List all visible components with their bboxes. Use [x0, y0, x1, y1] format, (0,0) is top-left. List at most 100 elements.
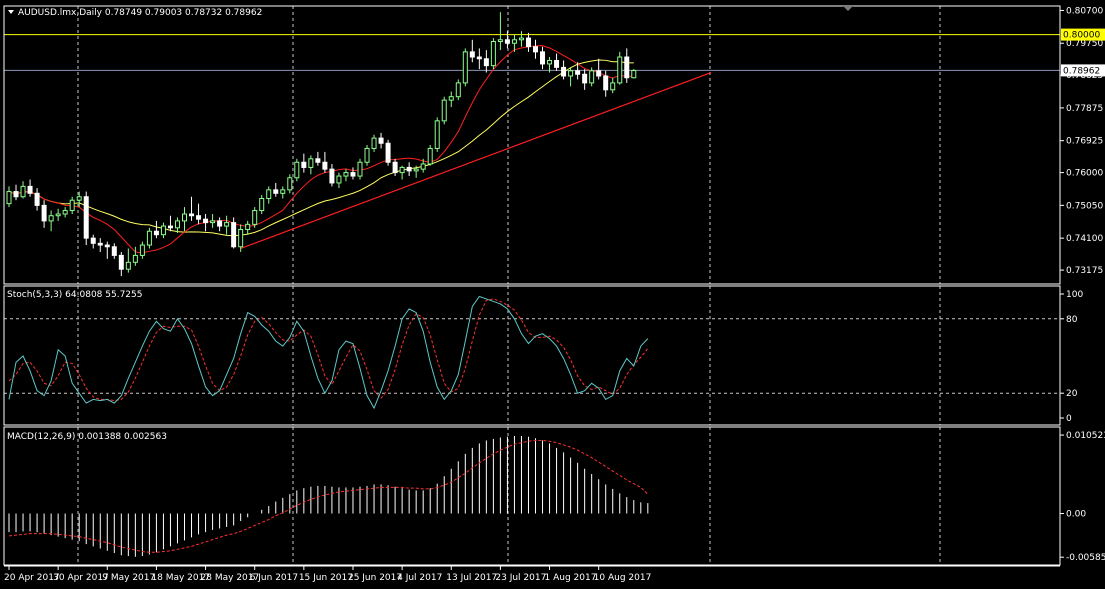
- candle[interactable]: [343, 169, 349, 182]
- candle[interactable]: [378, 132, 384, 149]
- candle[interactable]: [294, 158, 300, 182]
- candle[interactable]: [504, 31, 510, 49]
- dropdown-triangle-icon[interactable]: [8, 10, 14, 14]
- candle[interactable]: [20, 181, 26, 199]
- trend-line[interactable]: [240, 71, 712, 250]
- candle[interactable]: [252, 207, 258, 228]
- candle[interactable]: [603, 70, 609, 97]
- candle[interactable]: [364, 145, 370, 166]
- candle[interactable]: [518, 31, 524, 47]
- candle[interactable]: [301, 153, 307, 173]
- candle[interactable]: [371, 134, 377, 152]
- candle[interactable]: [511, 34, 517, 52]
- candle[interactable]: [427, 145, 433, 166]
- candle[interactable]: [146, 227, 152, 249]
- candle[interactable]: [118, 251, 124, 277]
- macd-panel-title: MACD(12,26,9) 0.001388 0.002563: [7, 432, 167, 442]
- candle[interactable]: [160, 222, 166, 239]
- candle[interactable]: [13, 184, 19, 201]
- candle[interactable]: [385, 139, 391, 166]
- candle[interactable]: [469, 39, 475, 63]
- candle[interactable]: [561, 60, 567, 80]
- candle[interactable]: [259, 195, 265, 214]
- candle[interactable]: [182, 207, 187, 232]
- candle[interactable]: [413, 165, 419, 178]
- candle[interactable]: [217, 217, 223, 232]
- candle[interactable]: [434, 117, 440, 152]
- candle[interactable]: [624, 48, 630, 83]
- candle[interactable]: [350, 167, 356, 180]
- candle[interactable]: [189, 196, 195, 221]
- candle[interactable]: [69, 196, 75, 214]
- candle[interactable]: [273, 182, 279, 197]
- candle[interactable]: [238, 224, 244, 252]
- candle[interactable]: [48, 210, 54, 232]
- candle[interactable]: [589, 67, 595, 87]
- candle[interactable]: [322, 151, 328, 173]
- candle[interactable]: [476, 48, 482, 70]
- candle[interactable]: [111, 243, 117, 259]
- candle[interactable]: [104, 241, 110, 259]
- candle[interactable]: [631, 69, 637, 79]
- candle[interactable]: [90, 234, 96, 249]
- stochastic-panel[interactable]: [8, 295, 649, 410]
- candle[interactable]: [490, 38, 496, 70]
- candle[interactable]: [132, 246, 138, 266]
- candle-body: [455, 82, 461, 98]
- candle[interactable]: [280, 186, 286, 199]
- candle[interactable]: [533, 39, 538, 59]
- candle[interactable]: [83, 191, 89, 246]
- candle[interactable]: [575, 62, 581, 80]
- macd-panel[interactable]: [8, 435, 649, 557]
- candle[interactable]: [596, 58, 602, 80]
- candle[interactable]: [139, 241, 145, 259]
- candle[interactable]: [174, 217, 180, 233]
- macd-axis-tick-label: 0.00: [1066, 510, 1086, 520]
- candle[interactable]: [547, 57, 553, 73]
- candle[interactable]: [392, 158, 398, 177]
- price-panel[interactable]: [4, 12, 1060, 277]
- candle[interactable]: [125, 248, 131, 273]
- candle[interactable]: [399, 165, 405, 180]
- candle[interactable]: [34, 188, 40, 211]
- candle[interactable]: [27, 179, 33, 197]
- candle[interactable]: [287, 174, 293, 194]
- candle[interactable]: [455, 79, 461, 101]
- candle[interactable]: [406, 162, 412, 177]
- candle[interactable]: [203, 214, 209, 232]
- candle[interactable]: [167, 215, 173, 232]
- candle[interactable]: [153, 220, 159, 239]
- candle[interactable]: [196, 203, 202, 225]
- candle[interactable]: [462, 48, 468, 87]
- shift-marker-icon[interactable]: [843, 6, 853, 11]
- candle[interactable]: [568, 67, 574, 87]
- candle[interactable]: [210, 214, 216, 228]
- candle[interactable]: [231, 217, 237, 249]
- candle[interactable]: [448, 91, 454, 108]
- candle[interactable]: [224, 215, 230, 235]
- candle[interactable]: [308, 155, 314, 175]
- candle[interactable]: [41, 200, 47, 228]
- candle[interactable]: [525, 32, 531, 52]
- candle[interactable]: [582, 69, 588, 90]
- candle[interactable]: [497, 12, 503, 51]
- candle[interactable]: [97, 238, 103, 252]
- candle[interactable]: [540, 46, 546, 70]
- candle[interactable]: [441, 96, 447, 125]
- candle[interactable]: [554, 53, 560, 71]
- candle[interactable]: [62, 207, 68, 218]
- candle[interactable]: [357, 158, 363, 180]
- candle[interactable]: [6, 186, 12, 208]
- candle[interactable]: [483, 50, 489, 73]
- candle[interactable]: [55, 208, 61, 221]
- candle[interactable]: [315, 151, 321, 166]
- candle[interactable]: [329, 163, 335, 187]
- candle[interactable]: [610, 77, 616, 94]
- candle[interactable]: [420, 158, 426, 173]
- candle[interactable]: [617, 51, 623, 85]
- candle[interactable]: [76, 191, 82, 208]
- candle[interactable]: [245, 220, 251, 235]
- candle[interactable]: [266, 186, 272, 204]
- candle[interactable]: [336, 172, 342, 189]
